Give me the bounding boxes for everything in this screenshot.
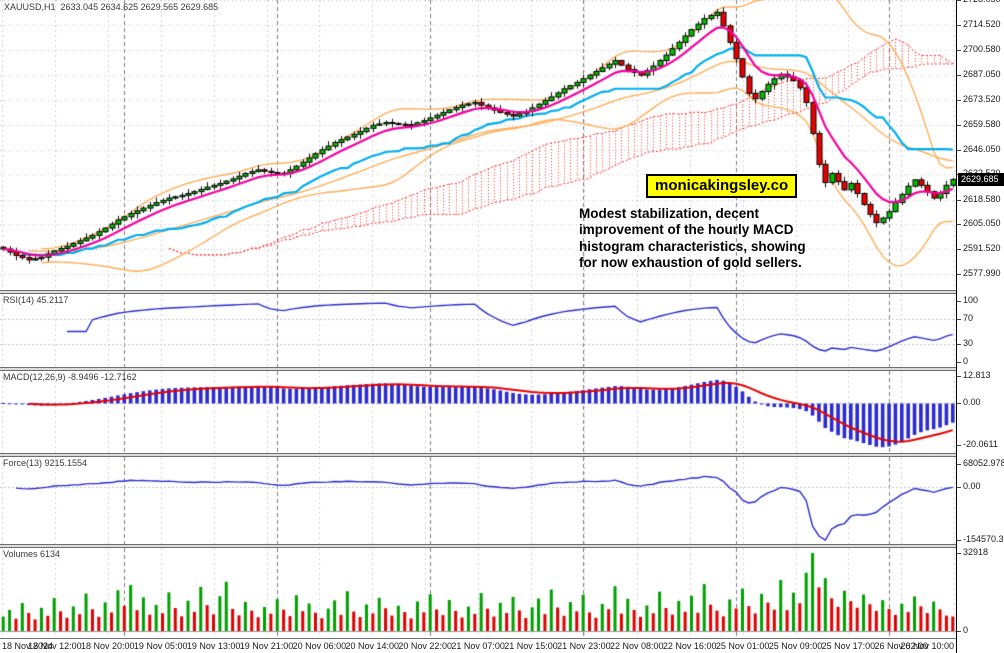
axis-tick — [957, 224, 961, 225]
force-label: Force(13) 9215.1554 — [3, 458, 88, 468]
axis-tick — [957, 445, 961, 446]
main-axis-label: 2700.580 — [963, 44, 1001, 55]
volumes-label: Volumes 6134 — [3, 549, 61, 559]
macd-label: MACD(12,26,9) -8.9496 -12.7162 — [3, 372, 137, 382]
time-axis-label: 25 Nov 09:00 — [768, 641, 823, 651]
annotation-note-line: Modest stabilization, decent — [579, 206, 760, 221]
time-axis-label: 19 Nov 05:00 — [133, 641, 188, 651]
axis-tick — [957, 464, 961, 465]
rsi-canvas[interactable] — [0, 294, 956, 367]
macd-axis-label: -20.0611 — [963, 439, 998, 450]
axis-tick — [957, 50, 961, 51]
main-axis-label: 2618.580 — [963, 193, 1001, 204]
chart-title: XAUUSD,H1 2633.045 2634.625 2629.565 262… — [4, 2, 218, 12]
volumes-panel: Volumes 6134 — [0, 548, 956, 638]
panel-separator[interactable] — [0, 367, 956, 371]
axis-tick — [957, 249, 961, 250]
axis-tick — [957, 274, 961, 275]
time-axis-label: 20 Nov 14:00 — [345, 641, 400, 651]
macd-axis-label: 12.813 — [963, 370, 991, 381]
main-price-panel: XAUUSD,H1 2633.045 2634.625 2629.565 262… — [0, 0, 956, 290]
main-chart-canvas[interactable] — [0, 0, 956, 290]
time-axis-label: 21 Nov 15:00 — [504, 641, 558, 651]
axis-tick — [957, 200, 961, 201]
time-axis-label: 20 Nov 22:00 — [398, 641, 452, 651]
time-axis-label: 19 Nov 21:00 — [239, 641, 294, 651]
price-axis[interactable]: 2629.685 2728.050 2714.520 2700.580 2687.05… — [956, 0, 1004, 653]
axis-tick — [957, 150, 961, 151]
rsi-axis-label: 30 — [963, 337, 974, 348]
time-axis[interactable]: 18 Nov 2024 18 Nov 12:00 18 Nov 20:00 19 No… — [0, 638, 956, 653]
time-axis-label: 25 Nov 17:00 — [821, 641, 876, 651]
symbol-timeframe-label: XAUUSD,H1 — [4, 2, 56, 12]
time-axis-label: 21 Nov 23:00 — [557, 641, 611, 651]
rsi-label: RSI(14) 45.2117 — [3, 295, 69, 305]
main-axis-label: 2591.520 — [963, 242, 1001, 253]
axis-tick — [957, 125, 961, 126]
annotation-note[interactable]: Modest stabilization, decent improvement … — [579, 206, 829, 272]
volumes-canvas[interactable] — [0, 548, 956, 638]
annotation-note-line: for now exhaustion of gold sellers. — [579, 255, 802, 271]
annotation-note-line: histogram characteristics, showing — [579, 238, 806, 254]
axis-tick — [957, 25, 961, 26]
axis-tick — [957, 100, 961, 101]
main-axis-label: 2673.520 — [963, 93, 1001, 104]
axis-tick — [957, 301, 961, 302]
axis-tick — [957, 487, 961, 488]
force-axis-label: 0.00 — [963, 481, 981, 491]
force-axis-label: 68052.9782 — [963, 457, 1004, 468]
axis-tick — [957, 403, 961, 404]
rsi-axis-label: 70 — [963, 313, 974, 324]
axis-tick — [957, 553, 961, 554]
force-canvas[interactable] — [0, 457, 956, 544]
axis-tick — [957, 75, 961, 76]
macd-canvas[interactable] — [0, 371, 956, 453]
axis-tick — [957, 0, 961, 1]
time-axis-label: 18 Nov 2024 — [2, 641, 54, 651]
macd-axis-label: 0.00 — [963, 397, 981, 407]
main-axis-label: 2728.050 — [963, 0, 1001, 4]
panel-separator[interactable] — [0, 453, 956, 457]
axis-tick — [957, 344, 961, 345]
force-index-panel: Force(13) 9215.1554 — [0, 457, 956, 544]
time-axis-label: 22 Nov 08:00 — [610, 641, 664, 651]
vol-axis-label: 32918 — [963, 546, 989, 557]
time-axis-label: 18 Nov 20:00 — [81, 641, 135, 651]
force-axis-label: -154570.39 — [963, 534, 1004, 545]
main-axis-label: 2605.050 — [963, 218, 1001, 229]
rsi-panel: RSI(14) 45.2117 — [0, 294, 956, 367]
chart-column: XAUUSD,H1 2633.045 2634.625 2629.565 262… — [0, 0, 956, 653]
macd-panel: MACD(12,26,9) -8.9496 -12.7162 — [0, 371, 956, 453]
vol-axis-label: 0 — [963, 625, 969, 635]
time-axis-label: 26 Nov 10:00 — [900, 641, 954, 651]
brand-watermark[interactable]: monicakingsley.co — [646, 174, 798, 198]
axis-tick — [957, 540, 961, 541]
annotation-note-line: improvement of the hourly MACD — [579, 222, 794, 238]
time-axis-label: 22 Nov 16:00 — [662, 641, 717, 651]
axis-tick — [957, 362, 961, 363]
ohlc-values-label: 2633.045 2634.625 2629.565 2629.685 — [60, 2, 219, 12]
rsi-axis-label: 0 — [963, 356, 969, 366]
time-axis-label: 25 Nov 01:00 — [715, 641, 770, 651]
panel-separator[interactable] — [0, 544, 956, 548]
time-axis-label: 19 Nov 13:00 — [186, 641, 241, 651]
axis-tick — [957, 631, 961, 632]
time-axis-label: 26 Nov 02:00 — [874, 641, 929, 651]
main-axis-label: 2659.580 — [963, 119, 1001, 130]
axis-tick — [957, 319, 961, 320]
time-axis-label: 18 Nov 12:00 — [28, 641, 82, 651]
rsi-axis-label: 100 — [963, 295, 979, 305]
main-axis-label: 2577.990 — [963, 267, 1001, 278]
axis-tick — [957, 376, 961, 377]
panel-separator[interactable] — [0, 290, 956, 294]
time-axis-label: 20 Nov 06:00 — [292, 641, 347, 651]
main-axis-label: 2687.050 — [963, 69, 1001, 80]
time-axis-label: 21 Nov 07:00 — [451, 641, 505, 651]
current-price-tag: 2629.685 — [958, 172, 1004, 186]
main-axis-label: 2646.050 — [963, 143, 1001, 154]
main-axis-label: 2714.520 — [963, 19, 1001, 29]
